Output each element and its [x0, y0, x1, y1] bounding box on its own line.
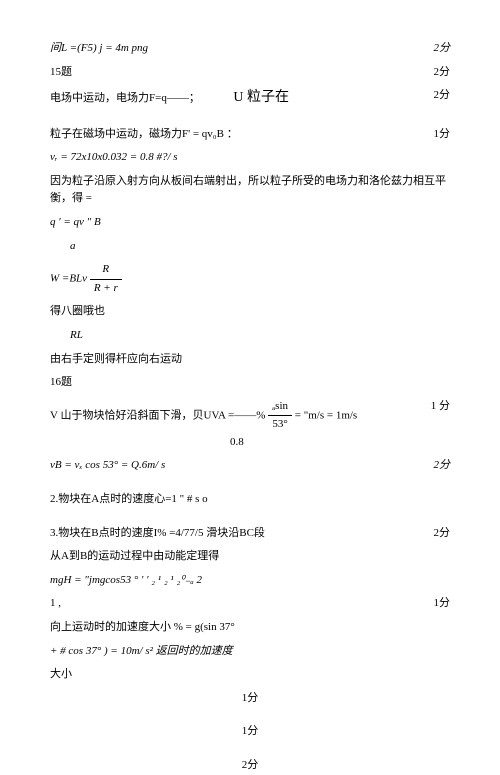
text-line: 间L =(F5) j = 4m png2分 [50, 40, 450, 58]
score-label: 1分 [434, 126, 451, 144]
text-line [50, 713, 450, 723]
text-line: 电场中运动，电场力F=q——； U 粒子在2分 [50, 87, 450, 109]
text-line: 1分 [50, 723, 450, 741]
text-line: 1 ,1分 [50, 595, 450, 613]
text-line: W =BLv RR + r [50, 261, 450, 297]
text-line: 15题2分 [50, 64, 450, 82]
text-line: mgH = "jmgcos53 ° ' ' ₂ ¹ ₂ ¹ ₂⁰₋ₐ 2 [50, 572, 450, 590]
text-line: 2.物块在A点时的速度心=1 " # s o [50, 491, 450, 509]
score-label: 2分 [434, 87, 451, 105]
text-line: 得八圈哦也 [50, 303, 450, 321]
text-line [50, 481, 450, 491]
text-line: a [70, 238, 450, 256]
text-line: vB = vₓ cos 53° = Q.6m/ s2分 [50, 457, 450, 475]
text-line: 3.物块在B点时的速度I% =4/77/5 滑块沿BC段2分 [50, 525, 450, 543]
text-line: vᵣ = 72x10x0.032 = 0.8 #?/ s [50, 149, 450, 167]
text-line: 由右手定则得杆应向右运动 [50, 351, 450, 369]
text-line: + # cos 37° ) = 10m/ s² 返回时的加速度 [50, 643, 450, 661]
text-line [50, 747, 450, 757]
text-line: 从A到B的运动过程中由动能定理得 [50, 548, 450, 566]
score-label: 1 分 [431, 398, 450, 416]
score-label: 2分 [434, 457, 451, 475]
text-line: q ' = qv " B [50, 214, 450, 232]
text-line: 粒子在磁场中运动，磁场力F' = qv₀B ：1分 [50, 126, 450, 144]
text-line: V 山于物块恰好沿斜面下滑，贝UVA =——% ₐsin53° = "m/s =… [50, 398, 450, 452]
text-line: 大小 [50, 666, 450, 684]
text-line: RL [70, 327, 450, 345]
text-line: 2分 [50, 757, 450, 775]
text-line [50, 515, 450, 525]
score-label: 2分 [434, 40, 451, 58]
text-line: 向上运动时的加速度大小 % = g(sin 37° [50, 619, 450, 637]
text-line [50, 116, 450, 126]
score-label: 2分 [434, 525, 451, 543]
text-line: 因为粒子沿原入射方向从板间右端射出，所以粒子所受的电场力和洛伦兹力相互平衡，得 … [50, 173, 450, 208]
text-line: 1分 [50, 690, 450, 708]
score-label: 1分 [434, 595, 451, 613]
text-line: 16题 [50, 374, 450, 392]
score-label: 2分 [434, 64, 451, 82]
